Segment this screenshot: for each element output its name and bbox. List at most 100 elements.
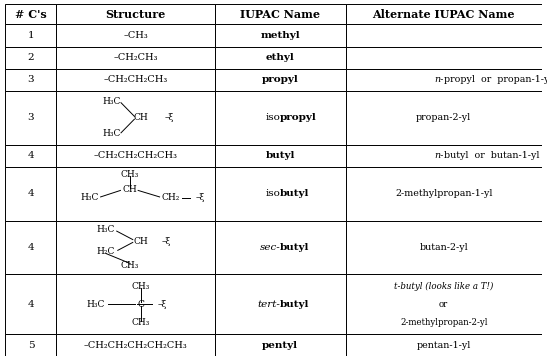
Text: H₃C: H₃C [97, 225, 115, 234]
Bar [5, 334, 56, 356]
Text: CH₃: CH₃ [132, 318, 150, 327]
Bar [5, 221, 56, 274]
Text: H₃C: H₃C [102, 97, 120, 106]
Text: 1: 1 [27, 31, 34, 40]
Bar [214, 24, 346, 47]
Text: H₃C: H₃C [102, 129, 120, 138]
Bar [56, 47, 214, 69]
Text: butyl: butyl [265, 151, 295, 160]
Bar [214, 334, 346, 356]
Text: CH: CH [133, 237, 148, 246]
Text: tert-: tert- [257, 300, 280, 309]
Text: t-butyl (looks like a T!): t-butyl (looks like a T!) [394, 282, 493, 291]
Text: or: or [439, 300, 449, 309]
Bar [56, 334, 214, 356]
Bar [346, 334, 542, 356]
Bar [5, 24, 56, 47]
Text: 5: 5 [27, 341, 34, 350]
Bar [214, 47, 346, 69]
Bar [214, 145, 346, 167]
Text: 4: 4 [27, 300, 34, 309]
Text: H₃C: H₃C [86, 300, 104, 309]
Text: propan-2-yl: propan-2-yl [416, 113, 472, 122]
Bar [56, 24, 214, 47]
Bar [5, 274, 56, 334]
Text: –ξ: –ξ [161, 237, 171, 246]
Bar [5, 167, 56, 221]
Text: –CH₂CH₃: –CH₂CH₃ [113, 53, 158, 62]
Text: –ξ: –ξ [196, 193, 206, 202]
Bar [214, 167, 346, 221]
Bar [5, 91, 56, 145]
Text: ethyl: ethyl [266, 53, 295, 62]
Text: propyl  or  propan-1-yl: propyl or propan-1-yl [444, 75, 547, 84]
Bar [346, 24, 542, 47]
Text: butyl: butyl [280, 189, 310, 198]
Text: 4: 4 [27, 243, 34, 252]
Text: butyl: butyl [280, 243, 310, 252]
Bar [214, 274, 346, 334]
Text: Alternate IUPAC Name: Alternate IUPAC Name [373, 9, 515, 19]
Bar [214, 91, 346, 145]
Text: CH₃: CH₃ [121, 261, 139, 270]
Text: H₃C: H₃C [81, 193, 99, 202]
Text: CH₃: CH₃ [121, 170, 139, 179]
Text: sec-: sec- [259, 243, 280, 252]
Bar [346, 69, 542, 91]
Text: CH₂: CH₂ [161, 193, 179, 202]
Bar [214, 69, 346, 91]
Text: –CH₂CH₂CH₃: –CH₂CH₂CH₃ [103, 75, 167, 84]
Bar [346, 47, 542, 69]
Text: methyl: methyl [260, 31, 300, 40]
Text: 2: 2 [27, 53, 34, 62]
Text: pentan-1-yl: pentan-1-yl [416, 341, 471, 350]
Bar [56, 91, 214, 145]
Text: n-: n- [434, 151, 444, 160]
Text: butyl: butyl [280, 300, 310, 309]
Bar [56, 145, 214, 167]
Text: 2-methylpropan-1-yl: 2-methylpropan-1-yl [395, 189, 492, 198]
Bar [5, 47, 56, 69]
Text: –ξ: –ξ [165, 113, 174, 122]
Text: Structure: Structure [106, 9, 166, 19]
Text: –ξ: –ξ [158, 300, 167, 309]
Text: butan-2-yl: butan-2-yl [420, 243, 468, 252]
Bar [214, 221, 346, 274]
Bar [214, 4, 346, 24]
Text: 4: 4 [27, 189, 34, 198]
Bar [346, 167, 542, 221]
Text: pentyl: pentyl [262, 341, 298, 350]
Text: –CH₂CH₂CH₂CH₂CH₃: –CH₂CH₂CH₂CH₂CH₃ [84, 341, 187, 350]
Bar [346, 91, 542, 145]
Bar [346, 221, 542, 274]
Text: propyl: propyl [262, 75, 299, 84]
Text: butyl  or  butan-1-yl: butyl or butan-1-yl [444, 151, 539, 160]
Text: CH₃: CH₃ [132, 282, 150, 291]
Text: C: C [137, 300, 144, 309]
Text: # C's: # C's [15, 9, 47, 19]
Text: IUPAC Name: IUPAC Name [240, 9, 320, 19]
Text: –CH₃: –CH₃ [123, 31, 148, 40]
Text: 3: 3 [27, 75, 34, 84]
Text: n-: n- [434, 75, 444, 84]
Bar [56, 167, 214, 221]
Bar [5, 4, 56, 24]
Text: iso: iso [265, 189, 280, 198]
Text: 4: 4 [27, 151, 34, 160]
Text: 3: 3 [27, 113, 34, 122]
Bar [5, 69, 56, 91]
Bar [5, 145, 56, 167]
Bar [346, 4, 542, 24]
Bar [56, 4, 214, 24]
Text: CH: CH [133, 113, 148, 122]
Bar [346, 274, 542, 334]
Text: –CH₂CH₂CH₂CH₃: –CH₂CH₂CH₂CH₃ [94, 151, 177, 160]
Bar [56, 69, 214, 91]
Bar [346, 145, 542, 167]
Text: 2-methylpropan-2-yl: 2-methylpropan-2-yl [400, 318, 487, 327]
Bar [56, 274, 214, 334]
Text: H₂C: H₂C [97, 247, 115, 256]
Text: CH: CH [123, 185, 137, 194]
Text: iso: iso [265, 113, 280, 122]
Text: propyl: propyl [280, 113, 317, 122]
